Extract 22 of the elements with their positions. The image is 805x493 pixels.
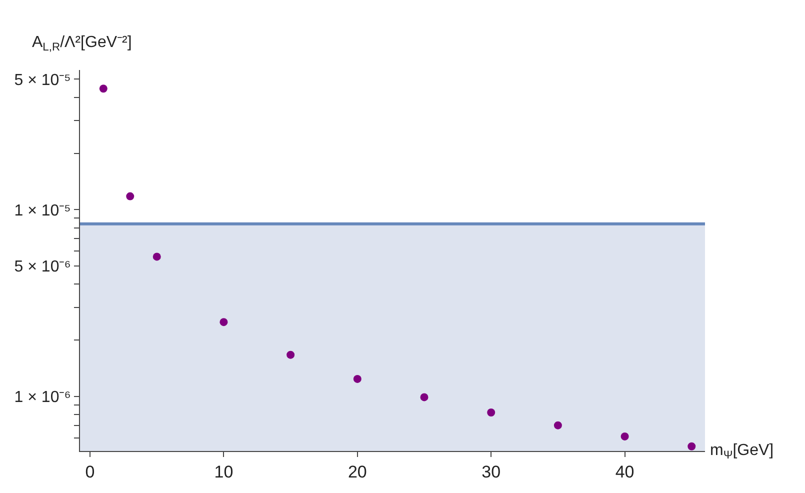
x-axis-title: m$_{Ψ}$[GeV] (710, 442, 774, 462)
point (152, 252, 161, 261)
point (286, 350, 295, 359)
point (620, 432, 629, 440)
y-tick-label: 5 × 10⁻⁶ (14, 258, 71, 276)
y-tick-label: 1 × 10⁻⁶ (14, 389, 71, 406)
point (99, 84, 108, 93)
x-tick-label: 10 (214, 462, 234, 482)
y-tick-label: 5 × 10⁻⁵ (14, 72, 71, 89)
point (554, 421, 562, 430)
x-tick-label: 0 (85, 462, 95, 482)
point (126, 192, 134, 200)
y-axis-title: A$_{L,R}$/Λ²[GeV⁻²] (32, 34, 132, 54)
point (353, 374, 362, 383)
point (688, 442, 696, 450)
point (487, 408, 496, 416)
x-tick-label: 30 (482, 462, 501, 482)
y-tick-label: 1 × 10⁻⁵ (14, 202, 71, 220)
point (420, 393, 428, 402)
point (220, 318, 228, 326)
x-tick-label: 40 (615, 462, 634, 482)
x-tick-label: 20 (348, 462, 367, 482)
